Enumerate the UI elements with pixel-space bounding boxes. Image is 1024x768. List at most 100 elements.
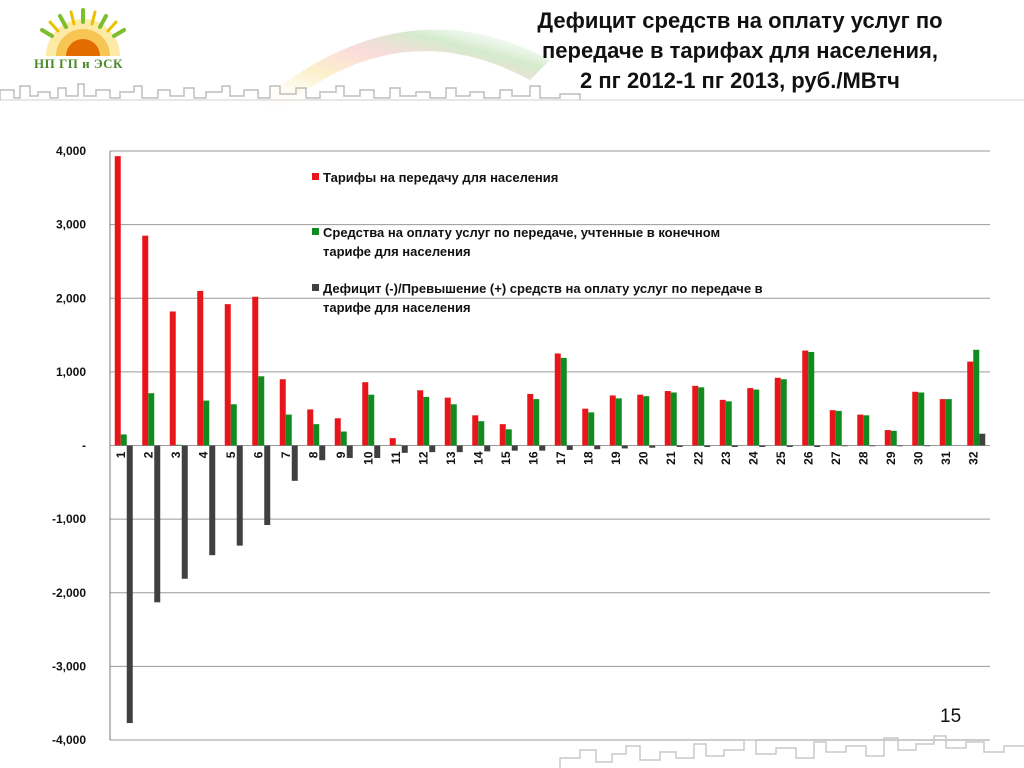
x-tick-label: 8 [306, 451, 320, 458]
bar-deficit [786, 445, 793, 447]
bar-tariff [417, 390, 424, 446]
bar-tariff [829, 410, 836, 446]
bar-deficit [456, 445, 463, 453]
x-tick-label: 11 [389, 451, 403, 464]
bar-chart: 4,000 3,000 2,000 1,000 - -1,000 -2,000 -3,000 -… [52, 144, 990, 747]
x-tick-label: 24 [746, 451, 760, 465]
x-tick-label: 23 [719, 451, 733, 465]
bar-funds [120, 434, 127, 446]
x-tick-label: 26 [801, 451, 815, 465]
x-tick-label: 18 [581, 451, 595, 465]
bar-tariff [609, 395, 616, 446]
page-number: 15 [940, 706, 962, 727]
legend-swatch-deficit [312, 284, 319, 291]
y-tick-label: -3,000 [52, 659, 86, 673]
legend-swatch-funds [312, 228, 319, 235]
bar-tariff [389, 438, 396, 446]
x-tick-label: 27 [829, 451, 843, 465]
x-tick-label: 28 [856, 451, 870, 465]
bar-tariff [499, 424, 506, 446]
y-tick-label: 1,000 [56, 365, 86, 379]
bar-funds [808, 351, 815, 446]
bar-deficit [566, 445, 573, 450]
title-line-2: передаче в тарифах для населения, [542, 38, 938, 63]
bar-deficit [979, 433, 986, 446]
bar-tariff [197, 290, 204, 446]
bar-funds [423, 396, 430, 446]
bar-tariff [884, 430, 891, 446]
bar-tariff [362, 382, 369, 446]
title-line-1: Дефицит средств на оплату услуг по [537, 8, 943, 33]
bar-deficit [319, 445, 326, 461]
x-tick-label: 15 [499, 451, 513, 465]
bar-funds [285, 414, 292, 446]
y-tick-labels: 4,000 3,000 2,000 1,000 - -1,000 -2,000 -3,000 -… [52, 144, 86, 747]
x-tick-label: 13 [444, 451, 458, 465]
bar-deficit [896, 445, 903, 447]
bar-deficit [181, 445, 188, 579]
bar-funds [533, 399, 540, 446]
bar-funds [588, 412, 595, 446]
x-tick-label: 25 [774, 451, 788, 465]
x-tick-labels: 1 2 3 4 5 6 7 8 9 10 11 12 13 14 15 16 17 18 19 20 21 22 23 24 2… [114, 451, 981, 465]
bars [114, 156, 986, 724]
bar-funds [560, 357, 567, 446]
bar-deficit [429, 445, 436, 453]
sun-icon [40, 8, 126, 56]
x-tick-label: 32 [966, 451, 980, 465]
bar-deficit [264, 445, 271, 526]
bar-funds [753, 389, 760, 446]
bar-tariff [279, 379, 286, 446]
bar-deficit [676, 445, 683, 447]
x-tick-label: 9 [334, 451, 348, 458]
bar-deficit [841, 445, 848, 447]
bar-funds [258, 376, 265, 446]
skyline-top-decoration [0, 83, 1024, 101]
bar-tariff [142, 235, 149, 446]
legend-item-funds: Средства на оплату услуг по передаче, уч… [312, 223, 742, 261]
bar-funds [835, 410, 842, 446]
bar-deficit [621, 445, 628, 449]
bar-tariff [802, 350, 809, 446]
bar-deficit [814, 445, 821, 447]
bar-tariff [472, 415, 479, 446]
x-tick-label: 6 [251, 451, 265, 458]
y-tick-label: 2,000 [56, 291, 86, 305]
bar-deficit [209, 445, 216, 556]
bar-tariff [307, 409, 314, 446]
bar-deficit [346, 445, 353, 459]
bar-tariff [334, 418, 341, 446]
x-tick-label: 21 [664, 451, 678, 465]
x-tick-label: 2 [141, 451, 155, 458]
bar-tariff [637, 394, 644, 446]
bar-deficit [154, 445, 161, 603]
legend-label-funds: Средства на оплату услуг по передаче, уч… [323, 225, 721, 259]
x-tick-label: 1 [114, 451, 128, 458]
x-tick-label: 22 [691, 451, 705, 465]
bar-funds [203, 400, 210, 446]
x-tick-label: 20 [636, 451, 650, 465]
bar-tariff [747, 388, 754, 446]
bar-funds [175, 444, 182, 446]
legend-item-deficit: Дефицит (-)/Превышение (+) средств на оп… [312, 279, 772, 317]
bar-funds [395, 444, 402, 446]
bar-funds [148, 393, 155, 446]
bar-deficit [759, 445, 766, 447]
bar-deficit [236, 445, 243, 546]
x-tick-label: 29 [884, 451, 898, 465]
y-tick-label: 4,000 [56, 144, 86, 158]
bar-deficit [539, 445, 546, 451]
x-tick-label: 12 [416, 451, 430, 465]
bar-deficit [511, 445, 518, 451]
y-tick-label: 3,000 [56, 218, 86, 232]
bar-deficit [374, 445, 381, 459]
x-tick-label: 7 [279, 451, 293, 458]
bar-funds [450, 404, 457, 446]
bar-funds [863, 415, 870, 446]
logo-text: НП ГП и ЭСК [34, 56, 123, 71]
legend-swatch-tariff [312, 173, 319, 180]
bar-tariff [582, 408, 589, 446]
legend-label-tariff: Тарифы на передачу для населения [323, 170, 559, 185]
bar-funds [615, 398, 622, 446]
bar-funds [890, 430, 897, 446]
